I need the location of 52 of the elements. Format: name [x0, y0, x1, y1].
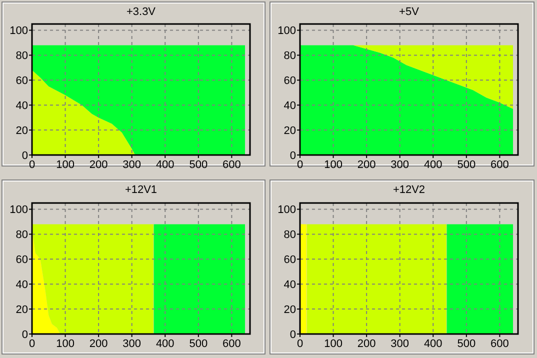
x-tick-label: 300 — [122, 338, 142, 350]
y-tick-label: 20 — [16, 125, 28, 138]
x-tick-label: 300 — [390, 159, 410, 171]
y-tick-label: 80 — [284, 50, 296, 62]
y-tick-label: 40 — [284, 100, 296, 112]
y-tick-label: 0 — [290, 150, 296, 162]
y-tick-label: 0 — [22, 150, 28, 162]
x-tick-label: 200 — [357, 159, 376, 171]
y-tick-label: 20 — [284, 304, 296, 316]
y-tick-label: 60 — [284, 254, 296, 266]
x-tick-label: 100 — [324, 338, 342, 350]
y-tick-label: 40 — [16, 279, 28, 292]
x-tick-label: 200 — [89, 338, 108, 350]
x-tick-label: 100 — [56, 159, 74, 171]
y-tick-label: 100 — [10, 25, 28, 38]
x-tick-label: 600 — [490, 338, 509, 350]
y-tick-label: 20 — [16, 304, 28, 316]
x-tick-label: 600 — [490, 159, 509, 171]
y-tick-label: 100 — [278, 204, 296, 216]
y-tick-label: 40 — [16, 100, 28, 112]
x-tick-label: 200 — [357, 338, 376, 350]
y-tick-label: 0 — [22, 329, 28, 341]
x-tick-label: 500 — [457, 338, 476, 350]
y-tick-label: 60 — [16, 254, 28, 266]
x-tick-label: 500 — [457, 159, 476, 171]
chart-title: +12V1 — [124, 184, 158, 196]
x-tick-label: 400 — [424, 159, 442, 171]
x-tick-label: 500 — [189, 159, 208, 171]
x-tick-label: 600 — [222, 159, 241, 171]
y-tick-label: 80 — [284, 229, 296, 242]
chart-title: +12V2 — [392, 184, 426, 196]
x-tick-label: 500 — [189, 338, 208, 350]
y-tick-label: 100 — [10, 204, 28, 216]
y-tick-label: 0 — [290, 329, 296, 341]
x-tick-label: 600 — [222, 338, 241, 350]
y-tick-label: 60 — [16, 75, 28, 88]
x-tick-label: 400 — [156, 159, 174, 171]
y-tick-label: 80 — [16, 50, 28, 62]
x-tick-label: 300 — [122, 159, 142, 171]
y-tick-label: 20 — [284, 125, 296, 138]
y-tick-label: 80 — [16, 229, 28, 242]
chart-title: +3.3V — [126, 6, 156, 18]
y-tick-label: 60 — [284, 75, 296, 88]
x-tick-label: 100 — [324, 159, 342, 171]
chart-title: +5V — [399, 6, 420, 18]
x-tick-label: 400 — [156, 338, 174, 350]
x-tick-label: 300 — [390, 338, 410, 350]
x-tick-label: 400 — [424, 338, 442, 350]
y-tick-label: 40 — [284, 279, 296, 292]
y-tick-label: 100 — [278, 25, 296, 38]
x-tick-label: 100 — [56, 338, 74, 350]
x-tick-label: 200 — [89, 159, 108, 171]
